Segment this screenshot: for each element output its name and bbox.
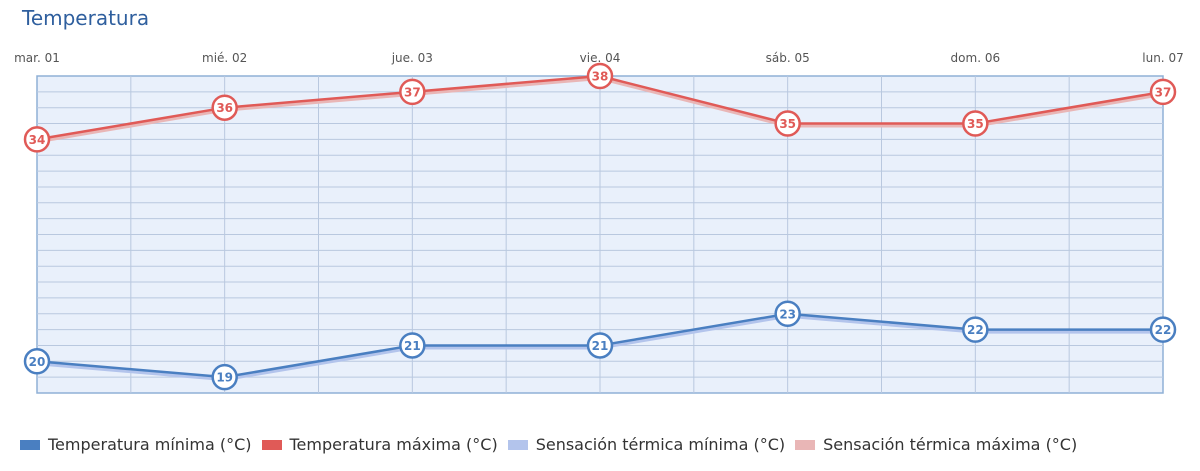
x-tick-label: lun. 07 xyxy=(1142,51,1183,65)
data-label-min: 21 xyxy=(592,339,609,353)
x-tick-label: jue. 03 xyxy=(391,51,433,65)
data-point-max[interactable] xyxy=(774,110,801,137)
temperature-chart: mar. 01 mié. 02 jue. 03 vie. 04 sáb. 05 dom. … xyxy=(14,51,1184,394)
data-label-min: 21 xyxy=(404,339,421,353)
data-point-max[interactable] xyxy=(211,94,238,121)
data-point-max[interactable] xyxy=(1149,78,1177,106)
x-tick-label: mar. 01 xyxy=(14,51,60,65)
data-point-min[interactable] xyxy=(211,363,238,391)
data-label-max: 35 xyxy=(967,117,984,131)
data-label-min: 19 xyxy=(216,371,233,385)
data-point-min[interactable] xyxy=(399,332,426,359)
data-label-min: 23 xyxy=(779,307,796,321)
data-point-max[interactable] xyxy=(399,78,426,106)
x-tick-label: sáb. 05 xyxy=(766,51,810,65)
x-tick-label: dom. 06 xyxy=(951,51,1001,65)
data-label-max: 38 xyxy=(592,70,609,84)
data-point-min[interactable] xyxy=(962,316,989,343)
legend-swatch-feel-max xyxy=(795,439,816,450)
data-point-max[interactable] xyxy=(586,62,614,90)
data-label-max: 34 xyxy=(29,133,46,147)
x-tick-label: vie. 04 xyxy=(580,51,621,65)
data-point-min[interactable] xyxy=(1149,316,1177,343)
x-tick-label: mié. 02 xyxy=(202,51,247,65)
data-label-max: 35 xyxy=(779,117,796,131)
data-point-max[interactable] xyxy=(23,126,51,153)
data-point-min[interactable] xyxy=(774,300,801,327)
data-label-max: 37 xyxy=(1155,85,1172,99)
chart-legend: Temperatura mínima (°C) Temperatura máxi… xyxy=(20,435,1087,454)
data-label-min: 22 xyxy=(1155,323,1172,337)
legend-label-feel-max: Sensación térmica máxima (°C) xyxy=(823,435,1078,454)
legend-swatch-feel-min xyxy=(507,439,528,450)
data-point-max[interactable] xyxy=(962,110,989,137)
legend-swatch-max xyxy=(261,439,282,450)
legend-item-min[interactable]: Temperatura mínima (°C) xyxy=(20,435,252,454)
data-label-min: 22 xyxy=(967,323,984,337)
legend-item-feel-min[interactable]: Sensación térmica mínima (°C) xyxy=(507,435,786,454)
data-label-max: 36 xyxy=(216,101,233,115)
legend-label-min: Temperatura mínima (°C) xyxy=(48,435,252,454)
legend-item-max[interactable]: Temperatura máxima (°C) xyxy=(261,435,498,454)
chart-title: Temperatura xyxy=(22,6,150,30)
data-point-min[interactable] xyxy=(586,332,614,359)
legend-label-feel-min: Sensación térmica mínima (°C) xyxy=(535,435,786,454)
legend-item-feel-max[interactable]: Sensación térmica máxima (°C) xyxy=(795,435,1077,454)
data-point-min[interactable] xyxy=(23,348,51,375)
data-label-min: 20 xyxy=(29,355,46,369)
legend-swatch-min xyxy=(20,439,40,450)
legend-label-max: Temperatura máxima (°C) xyxy=(289,435,498,454)
data-label-max: 37 xyxy=(404,85,421,99)
